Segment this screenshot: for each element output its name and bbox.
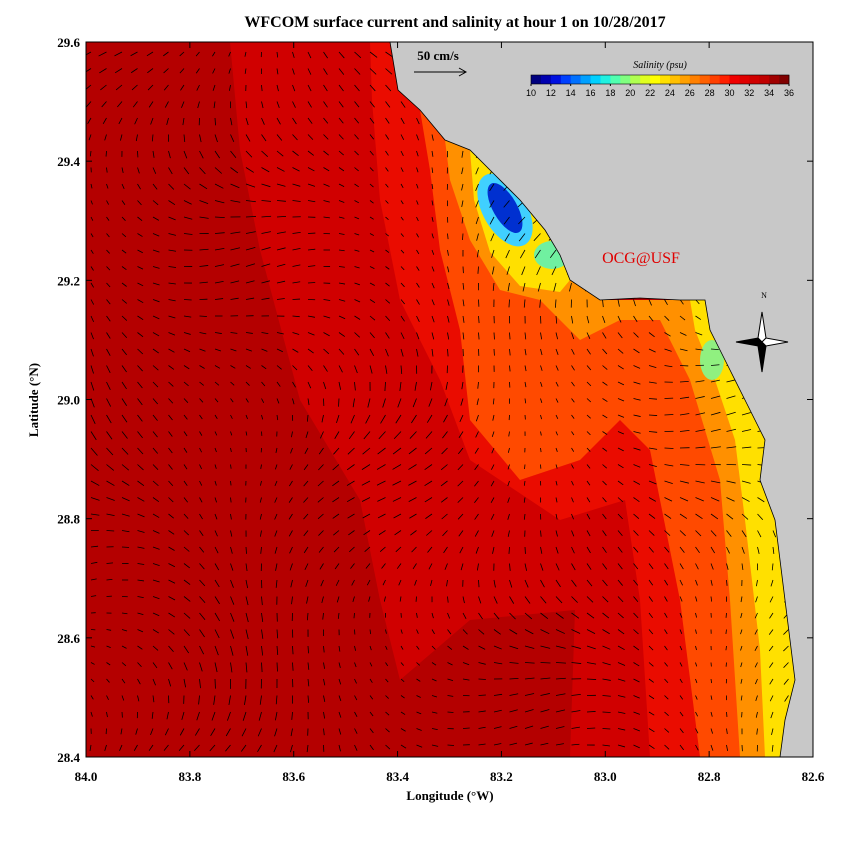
current-arrow [665, 414, 674, 415]
colorbar-swatch [561, 75, 571, 84]
colorbar-swatch [720, 75, 730, 84]
colorbar-swatch [600, 75, 610, 84]
current-arrow [649, 415, 657, 416]
colorbar-swatch [729, 75, 739, 84]
colorbar-swatch [581, 75, 591, 84]
colorbar-tick-label: 10 [526, 88, 536, 98]
y-tick-label: 28.6 [57, 631, 80, 646]
colorbar-tick-label: 18 [605, 88, 615, 98]
colorbar-tick-label: 26 [685, 88, 695, 98]
x-tick-label: 83.0 [594, 769, 617, 784]
colorbar-tick-label: 30 [724, 88, 734, 98]
colorbar-swatch [690, 75, 700, 84]
colorbar-label: Salinity (psu) [633, 60, 687, 71]
colorbar-tick-label: 36 [784, 88, 794, 98]
current-arrow [246, 216, 256, 217]
current-arrow [246, 547, 247, 554]
current-arrow [509, 300, 510, 308]
current-arrow [277, 663, 278, 672]
colorbar-tick-label: 12 [546, 88, 556, 98]
colorbar-swatch [779, 75, 789, 84]
scale-label: 50 cm/s [417, 48, 459, 63]
current-arrow [215, 118, 216, 125]
compass-label: N [761, 291, 767, 300]
x-tick-label: 82.8 [698, 769, 721, 784]
x-tick-label: 83.8 [178, 769, 201, 784]
current-arrow [308, 282, 315, 283]
colorbar-tick-label: 20 [625, 88, 635, 98]
colorbar-swatch [739, 75, 749, 84]
colorbar-swatch [749, 75, 759, 84]
colorbar-swatch [630, 75, 640, 84]
y-tick-label: 29.0 [57, 393, 80, 408]
current-arrow [293, 646, 294, 654]
colorbar-swatch [620, 75, 630, 84]
colorbar-swatch [531, 75, 541, 84]
colorbar-swatch [769, 75, 779, 84]
colorbar-swatch [650, 75, 660, 84]
current-arrow [231, 481, 232, 485]
colorbar-swatch [571, 75, 581, 84]
colorbar-swatch [759, 75, 769, 84]
x-tick-label: 84.0 [75, 769, 98, 784]
current-arrow [726, 646, 727, 650]
current-arrow [354, 613, 355, 618]
current-arrow [308, 646, 309, 653]
colorbar-tick-label: 28 [705, 88, 715, 98]
colorbar-swatch [660, 75, 670, 84]
current-arrow [479, 580, 480, 587]
colorbar-swatch [610, 75, 620, 84]
x-tick-label: 83.2 [490, 769, 513, 784]
colorbar-tick-label: 22 [645, 88, 655, 98]
colorbar-swatch [551, 75, 561, 84]
x-axis-label: Longitude (°W) [406, 788, 493, 803]
colorbar-tick-label: 14 [566, 88, 576, 98]
x-tick-label: 83.6 [282, 769, 305, 784]
chart-title: WFCOM surface current and salinity at ho… [244, 14, 665, 31]
x-tick-label: 82.6 [802, 769, 825, 784]
y-tick-label: 28.4 [57, 750, 80, 765]
current-arrow [587, 679, 596, 680]
y-tick-label: 28.8 [57, 512, 80, 527]
colorbar-swatch [700, 75, 710, 84]
current-arrow [107, 531, 115, 532]
current-arrow [509, 547, 510, 554]
y-axis-label: Latitude (°N) [26, 363, 41, 437]
y-tick-label: 29.4 [57, 154, 80, 169]
colorbar-tick-label: 34 [764, 88, 774, 98]
colorbar-swatch [710, 75, 720, 84]
current-arrow [603, 729, 611, 730]
colorbar-tick-label: 32 [744, 88, 754, 98]
current-arrow [200, 316, 207, 317]
colorbar-swatch [680, 75, 690, 84]
colorbar-swatch [670, 75, 680, 84]
current-arrow [510, 333, 511, 340]
current-arrow [587, 711, 596, 712]
colorbar-swatch [541, 75, 551, 84]
colorbar-tick-label: 24 [665, 88, 675, 98]
annotation: OCG@USF [602, 250, 680, 267]
current-arrow [462, 234, 463, 240]
colorbar-swatch [591, 75, 601, 84]
y-tick-label: 29.6 [57, 35, 80, 50]
colorbar-swatch [640, 75, 650, 84]
x-tick-label: 83.4 [386, 769, 409, 784]
colorbar-tick-label: 16 [586, 88, 596, 98]
y-tick-label: 29.2 [57, 273, 80, 288]
